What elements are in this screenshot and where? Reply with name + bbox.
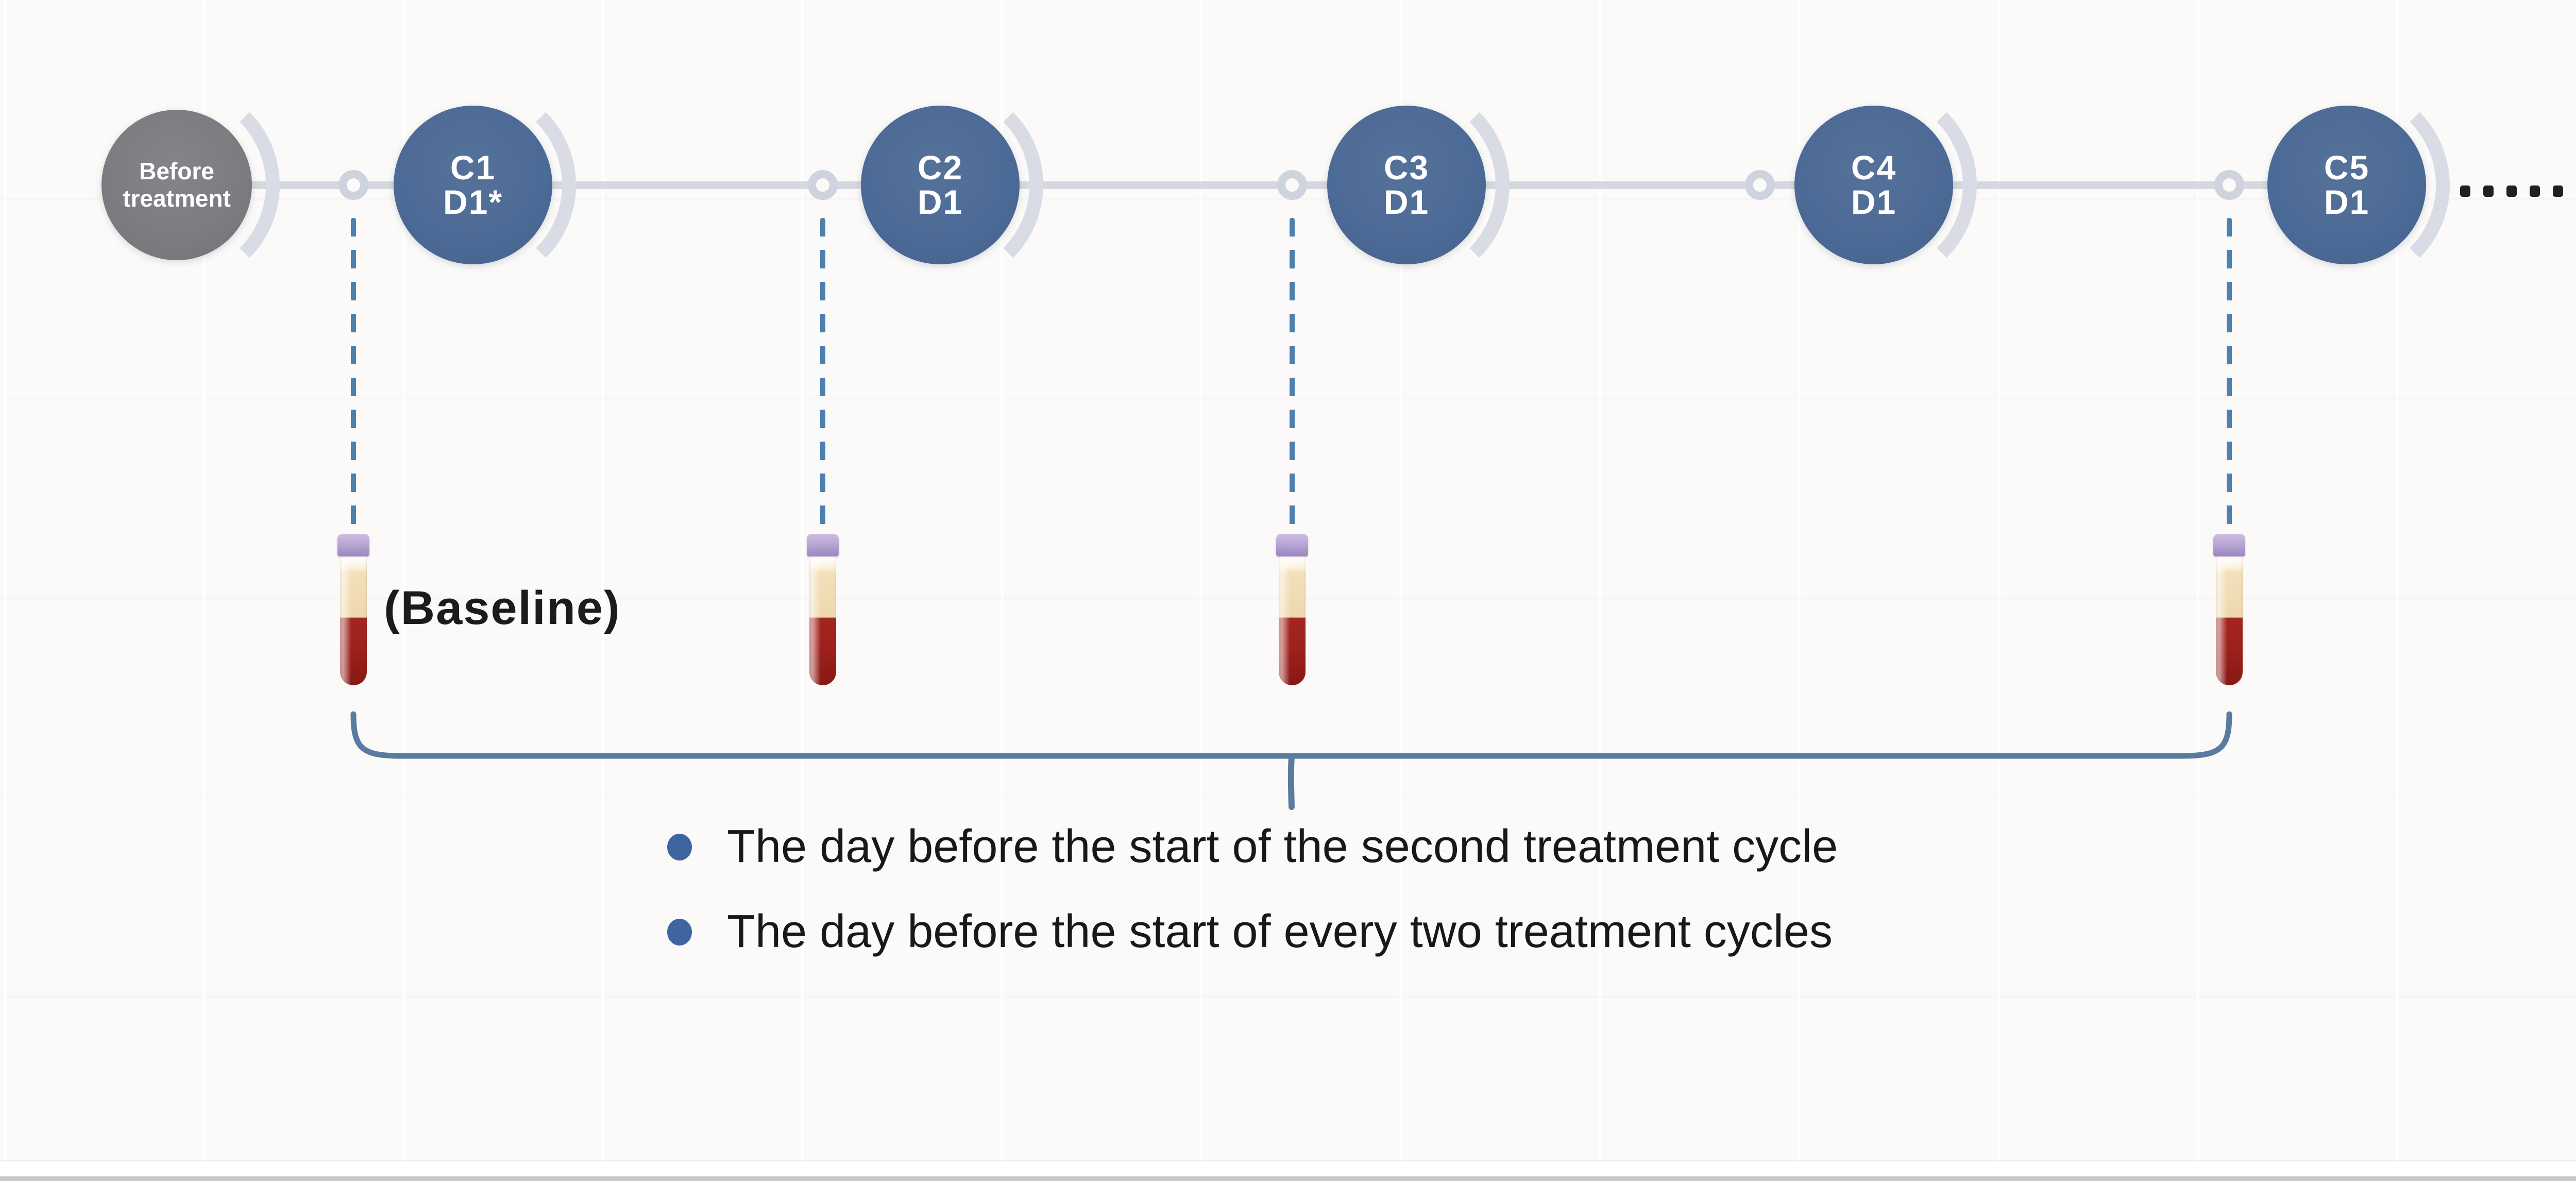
legend-row: The day before the start of every two tr… xyxy=(667,905,1838,958)
timeline-ring-marker xyxy=(1277,170,1307,200)
dashed-connector xyxy=(1290,218,1295,527)
timeline-ring-marker xyxy=(1745,170,1775,200)
timeline-ring-marker xyxy=(338,170,368,200)
node-label-line1: C3 xyxy=(1383,148,1430,187)
tube-body xyxy=(1279,556,1306,685)
baseline-label: (Baseline) xyxy=(384,582,621,634)
dashed-connector xyxy=(820,218,825,527)
tube-cap xyxy=(337,534,369,556)
dashed-connector xyxy=(351,218,356,527)
blood-tube-icon xyxy=(1276,534,1308,685)
continuation-dot xyxy=(2506,185,2517,197)
legend-text: The day before the start of every two tr… xyxy=(727,906,1833,957)
continuation-dot xyxy=(2460,185,2470,197)
node-label-line2: D1 xyxy=(1383,183,1430,221)
node-label-line1: C5 xyxy=(2324,148,2370,187)
node-c2-d1: C2 D1 xyxy=(861,106,1020,264)
blood-tube-icon xyxy=(2213,534,2245,685)
dashed-connector xyxy=(2227,218,2232,527)
node-label-line2: D1 xyxy=(917,183,963,221)
tube-cap xyxy=(1276,534,1308,556)
blood-tube-icon xyxy=(807,534,839,685)
legend-row: The day before the start of the second t… xyxy=(667,820,1838,873)
node-label-line1: C2 xyxy=(917,148,963,187)
blood-tube-icon xyxy=(337,534,369,685)
node-c4-d1: C4 D1 xyxy=(1794,106,1953,264)
node-label-line2: treatment xyxy=(123,185,231,212)
node-c5-d1: C5 D1 xyxy=(2267,106,2426,264)
bottom-gray-strip xyxy=(0,1176,2576,1181)
tube-cap xyxy=(2213,534,2245,556)
tube-body xyxy=(809,556,836,685)
bottom-separator-line xyxy=(0,1160,2576,1161)
node-label-line2: D1* xyxy=(443,183,503,221)
legend: The day before the start of the second t… xyxy=(667,820,1838,990)
continuation-dot xyxy=(2553,185,2563,197)
bottom-white-strip xyxy=(0,1161,2576,1176)
tube-cap xyxy=(807,534,839,556)
node-c3-d1: C3 D1 xyxy=(1327,106,1486,264)
node-label-line2: D1 xyxy=(2324,183,2370,221)
timeline-ring-marker xyxy=(808,170,838,200)
tube-body xyxy=(340,556,367,685)
continuation-dot xyxy=(2483,185,2494,197)
node-c1-d1: C1 D1* xyxy=(394,106,552,264)
node-before-treatment: Before treatment xyxy=(101,110,252,260)
continuation-dot xyxy=(2530,185,2540,197)
node-label-line1: Before xyxy=(139,158,214,185)
tube-body xyxy=(2216,556,2243,685)
bullet-dot-icon xyxy=(667,833,692,861)
node-label-line1: C4 xyxy=(1851,148,1897,187)
node-label-line1: C1 xyxy=(450,148,496,187)
timeline-ring-marker xyxy=(2214,170,2244,200)
bullet-dot-icon xyxy=(667,918,692,946)
node-label-line2: D1 xyxy=(1851,183,1897,221)
legend-text: The day before the start of the second t… xyxy=(727,821,1838,872)
